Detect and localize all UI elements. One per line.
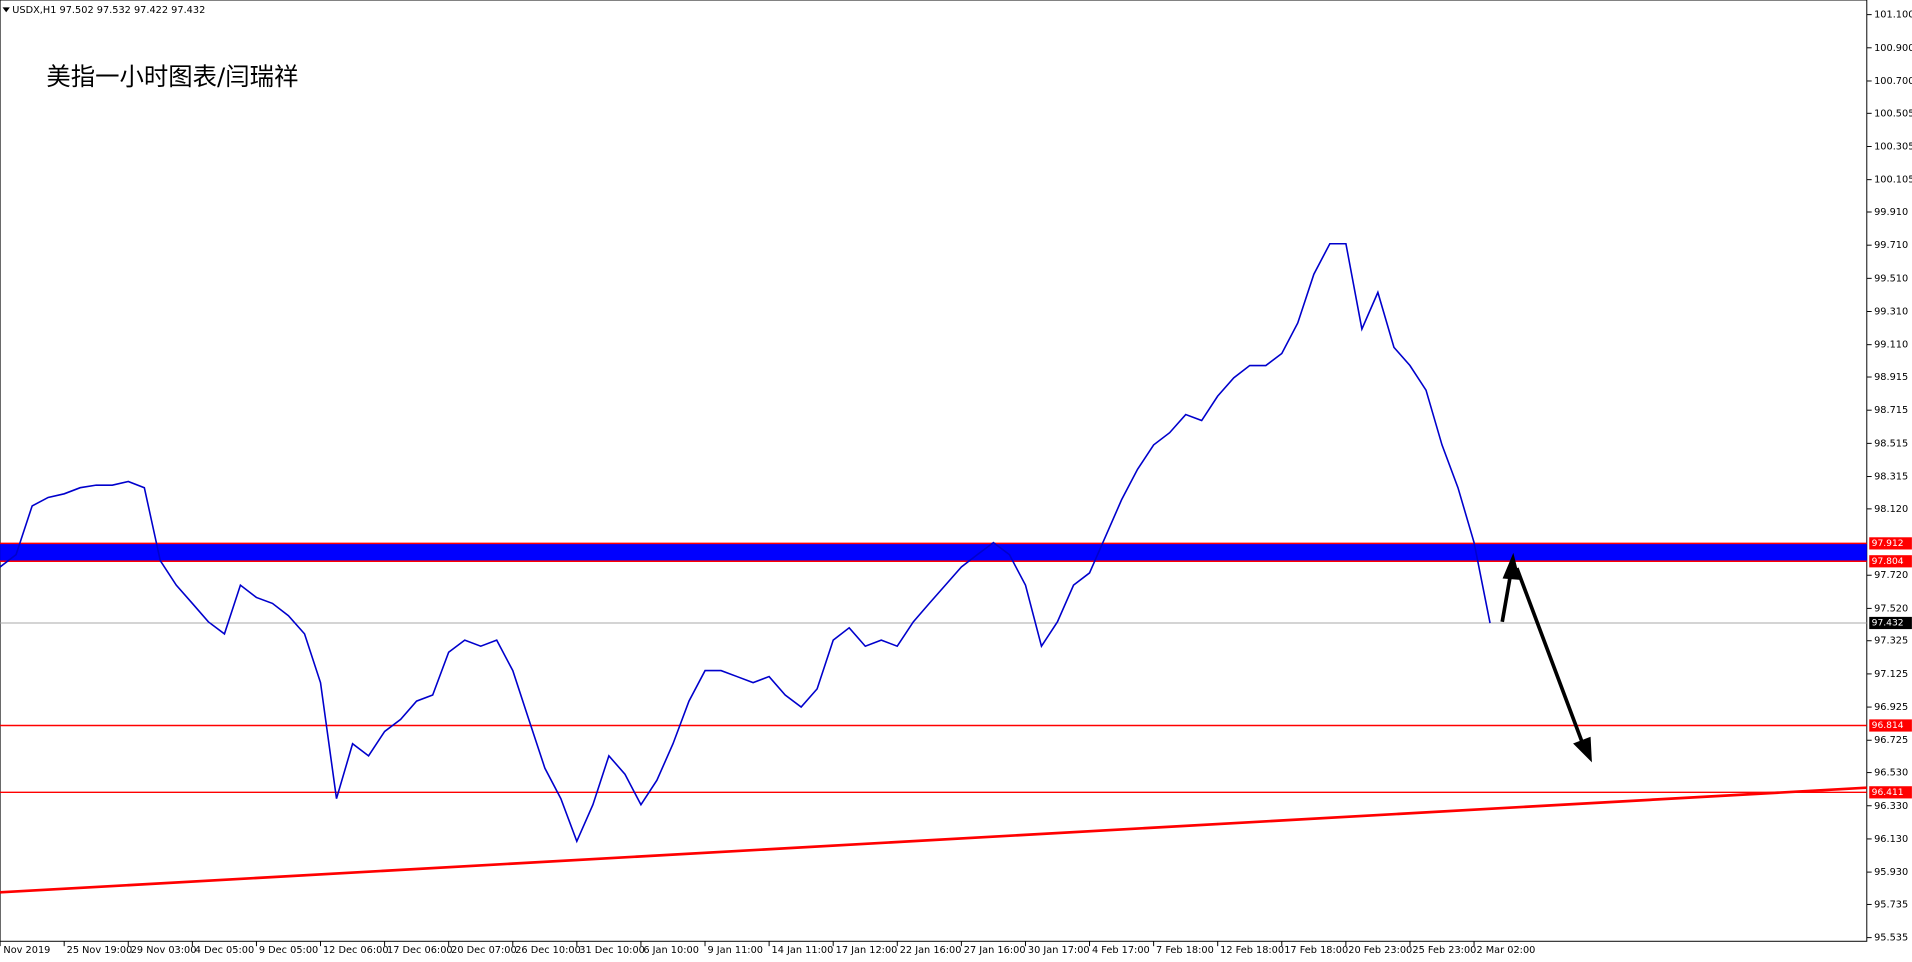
arrow-down (1515, 567, 1585, 745)
level-label-box (1869, 537, 1912, 550)
arrow-up (1500, 572, 1513, 623)
y-tick-label: 96.725 (1874, 735, 1908, 746)
y-tick-label: 98.315 (1874, 472, 1908, 483)
x-tick-label: 12 Feb 18:00 (1220, 945, 1284, 956)
support-band (0, 543, 1867, 562)
x-tick-label: 27 Jan 16:00 (964, 945, 1026, 956)
level-label-box (1869, 555, 1912, 568)
y-tick-label: 95.735 (1874, 899, 1908, 910)
x-tick-label: 17 Dec 06:00 (387, 945, 453, 956)
level-label: 96.411 (1872, 788, 1904, 798)
y-tick-label: 97.125 (1874, 669, 1908, 680)
background-layer (0, 242, 1867, 894)
y-tick-label: 100.105 (1874, 175, 1912, 186)
x-tick-label: 17 Jan 12:00 (836, 945, 898, 956)
y-tick-label: 96.130 (1874, 834, 1908, 845)
y-tick-label: 100.700 (1874, 76, 1912, 87)
x-tick-label: 30 Jan 17:00 (1028, 945, 1090, 956)
arrow-head (1573, 736, 1592, 763)
x-tick-label: 20 Dec 07:00 (451, 945, 517, 956)
x-tick-label: 17 Feb 18:00 (1284, 945, 1348, 956)
x-tick-label: 14 Jan 11:00 (772, 945, 834, 956)
y-tick-label: 95.930 (1874, 867, 1908, 878)
chart-header: USDX,H1 97.502 97.532 97.422 97.432 (12, 5, 205, 16)
x-tick-label: 25 Feb 23:00 (1412, 945, 1476, 956)
y-tick-label: 98.915 (1874, 372, 1908, 383)
x-tick-label: 6 Jan 10:00 (643, 945, 699, 956)
x-tick-label: 31 Dec 10:00 (579, 945, 645, 956)
chart-title: 美指一小时图表/闫瑞祥 (46, 62, 298, 91)
level-label: 97.804 (1872, 557, 1904, 567)
y-tick-label: 96.925 (1874, 702, 1908, 713)
y-tick-label: 99.110 (1874, 340, 1908, 351)
y-tick-label: 98.515 (1874, 438, 1908, 449)
y-tick-label: 100.900 (1874, 43, 1912, 54)
foreground-layer: 95.535 95.735 95.930 96.130 96.330 96.530 96.7… (0, 10, 1912, 956)
x-tick-label: 20 Feb 23:00 (1348, 945, 1412, 956)
x-tick-label: 9 Jan 11:00 (707, 945, 763, 956)
header-menu-icon[interactable] (2, 7, 10, 13)
y-tick-label: 101.100 (1874, 10, 1912, 21)
price-line (0, 242, 1491, 844)
y-tick-label: 98.715 (1874, 405, 1908, 416)
plot-area (0, 0, 1868, 942)
y-tick-label: 99.510 (1874, 273, 1908, 284)
y-tick-label: 97.720 (1874, 570, 1908, 581)
level-label-box (1869, 719, 1912, 732)
arrow-head (1502, 552, 1521, 580)
y-tick-label: 100.505 (1874, 108, 1912, 119)
y-tick-label: 98.120 (1874, 504, 1908, 515)
current-price-label: 97.432 (1872, 618, 1904, 628)
x-tick-label: 29 Nov 03:00 (131, 945, 197, 956)
y-tick-label: 97.325 (1874, 636, 1908, 647)
y-tick-label: 100.305 (1874, 141, 1912, 152)
x-tick-label: 26 Dec 10:00 (515, 945, 581, 956)
y-tick-label: 96.330 (1874, 801, 1908, 812)
x-tick-label: 2 Mar 02:00 (1476, 945, 1535, 956)
y-tick-label: 96.530 (1874, 768, 1908, 779)
y-tick-label: 95.535 (1874, 933, 1908, 944)
x-tick-label: 4 Dec 05:00 (195, 945, 254, 956)
x-tick-label: 20 Nov 2019 (0, 945, 50, 956)
x-tick-label: 4 Feb 17:00 (1092, 945, 1150, 956)
arrows (1500, 552, 1592, 763)
y-tick-label: 99.710 (1874, 240, 1908, 251)
x-tick-label: 22 Jan 16:00 (900, 945, 962, 956)
y-tick-label: 97.520 (1874, 603, 1908, 614)
y-tick-label: 99.910 (1874, 207, 1908, 218)
level-label: 96.814 (1872, 721, 1904, 731)
current-price-box (1869, 616, 1912, 630)
x-tick-label: 25 Nov 19:00 (67, 945, 133, 956)
trendline (0, 786, 1867, 894)
x-tick-label: 9 Dec 05:00 (259, 945, 318, 956)
x-tick-label: 7 Feb 18:00 (1156, 945, 1214, 956)
x-tick-label: 12 Dec 06:00 (323, 945, 389, 956)
level-label-box (1869, 786, 1912, 799)
level-label: 97.912 (1872, 539, 1904, 549)
y-tick-label: 99.310 (1874, 307, 1908, 318)
